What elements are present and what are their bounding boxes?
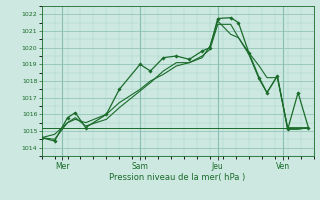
X-axis label: Pression niveau de la mer( hPa ): Pression niveau de la mer( hPa ) [109,173,246,182]
